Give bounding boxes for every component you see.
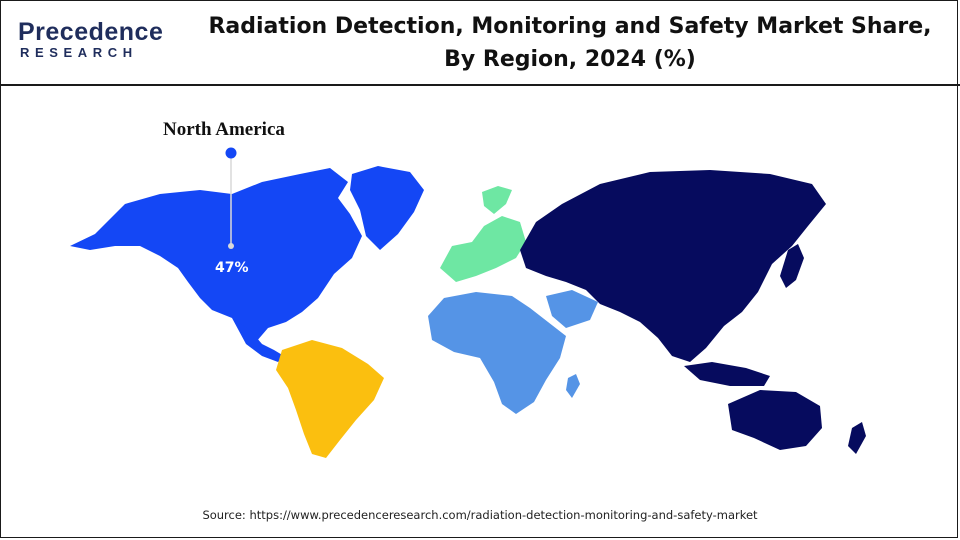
world-map: North America 47% <box>70 119 866 458</box>
central-america-shape <box>232 318 284 362</box>
callout-marker-bottom <box>228 243 234 249</box>
page-title: Radiation Detection, Monitoring and Safe… <box>190 10 950 76</box>
brand-name: Precedence <box>18 18 164 46</box>
greenland-shape <box>350 166 424 250</box>
callout-value-label: 47% <box>215 260 249 276</box>
europe-shape <box>440 216 526 282</box>
brand-sub: RESEARCH <box>20 45 138 60</box>
region-mea <box>428 290 598 414</box>
callout-north-america: North America 47% <box>163 119 285 276</box>
asia-shape <box>520 170 826 362</box>
japan-shape <box>780 244 804 288</box>
header: Precedence RESEARCH Radiation Detection,… <box>0 0 960 86</box>
new-zealand-shape <box>848 422 866 454</box>
region-latin-america <box>276 340 384 458</box>
south-america-shape <box>276 340 384 458</box>
source-note: Source: https://www.precedenceresearch.c… <box>202 508 758 522</box>
region-europe <box>440 186 526 282</box>
north-america-shape <box>70 168 362 342</box>
madagascar-shape <box>566 374 580 398</box>
title-line-1: Radiation Detection, Monitoring and Safe… <box>208 14 932 39</box>
callout-marker-top <box>225 147 237 159</box>
australia-shape <box>728 390 822 450</box>
indonesia-shape <box>684 362 770 386</box>
region-north-america <box>70 166 424 362</box>
callout-region-label: North America <box>163 119 285 140</box>
scandinavia-shape <box>482 186 512 214</box>
title-line-2: By Region, 2024 (%) <box>444 47 696 72</box>
brand-logo: Precedence RESEARCH <box>18 18 163 68</box>
region-asia-pacific <box>520 170 866 454</box>
arabia-shape <box>546 290 598 328</box>
africa-shape <box>428 292 566 414</box>
